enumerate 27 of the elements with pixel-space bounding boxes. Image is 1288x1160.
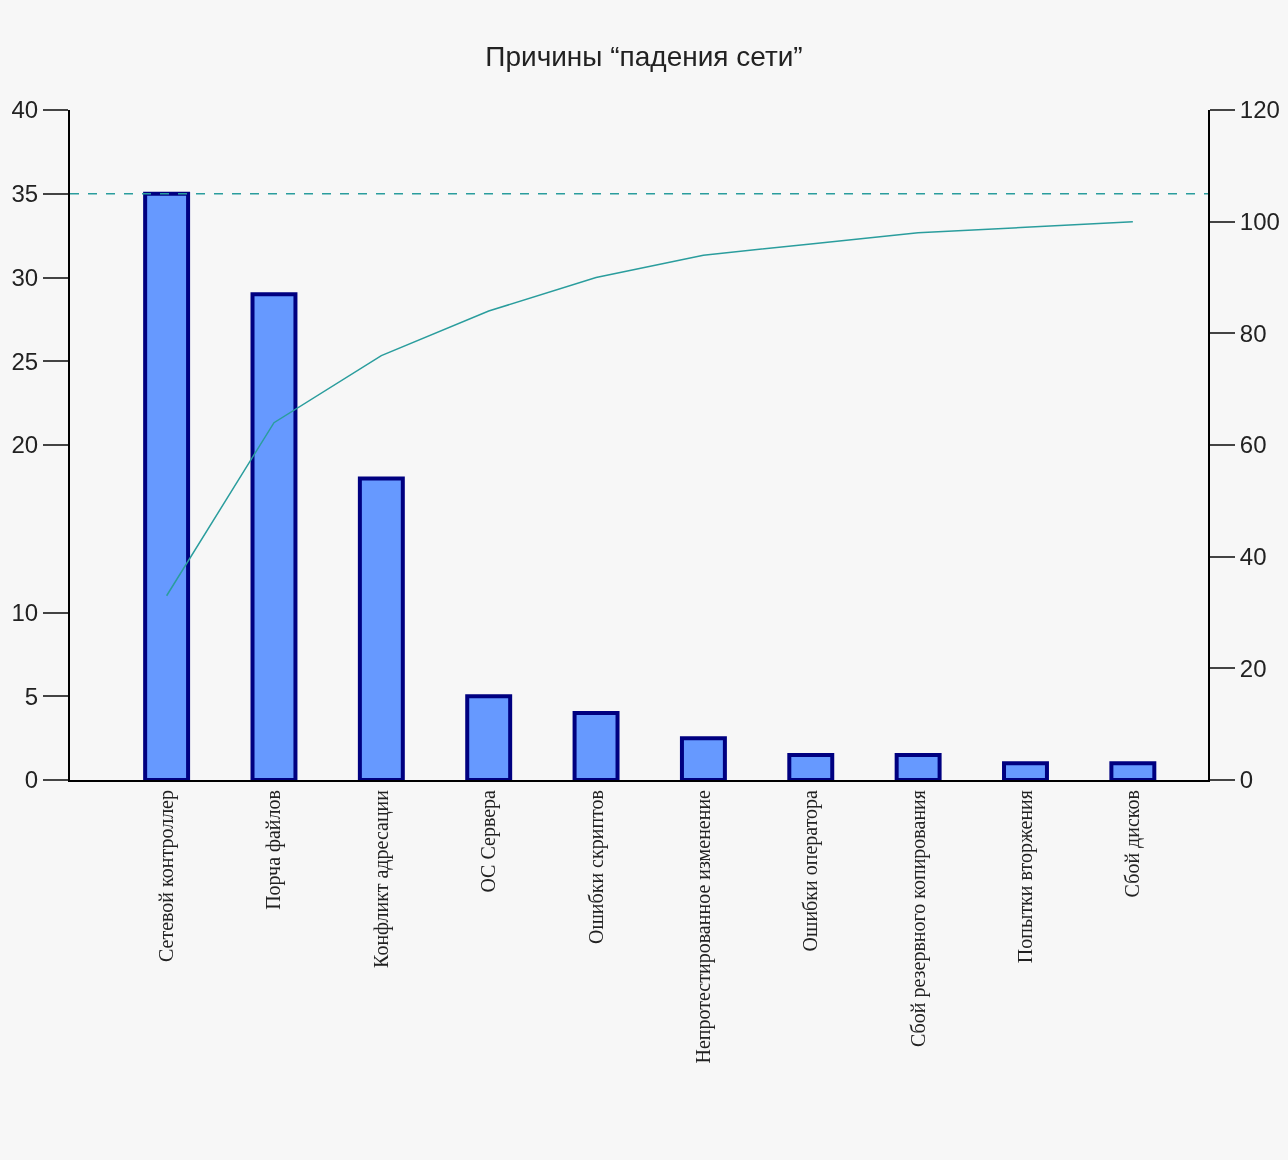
y2-tick-label: 20 (1239, 654, 1267, 682)
x-tick-label: Порча файлов (262, 790, 286, 910)
y-tick-label: 40 (11, 96, 39, 124)
x-tick-label: Конфликт адресации (369, 789, 393, 968)
y2-tick-label: 60 (1239, 431, 1267, 459)
y2-tick-label: 120 (1239, 96, 1280, 124)
line-series (165, 220, 1134, 597)
y2-tick-label: 40 (1239, 543, 1267, 571)
x-tick-label: ОС Сервера (477, 789, 501, 893)
x-tick-label: Непротестированное изменение (691, 789, 715, 1064)
x-tick-label: Попытки вторжения (1013, 790, 1037, 964)
y2-tick-label: 80 (1239, 319, 1267, 347)
y-tick-label: 25 (11, 347, 39, 375)
y-tick-label: 10 (11, 598, 39, 626)
y-tick-label: 0 (24, 766, 39, 794)
x-tick-label: Сетевой контроллер (155, 790, 179, 963)
x-tick-label: Ошибки скриптов (584, 790, 608, 945)
x-tick-label: Сбой дисков (1121, 790, 1145, 898)
x-tick-label: Ошибки оператора (799, 789, 823, 952)
y-tick-label: 5 (24, 682, 39, 710)
chart-title: Причины “падения сети” (485, 41, 803, 72)
y-tick-label: 20 (11, 431, 39, 459)
x-tick-label: Сбой резервного копирования (906, 790, 930, 1047)
y-tick-label: 35 (11, 180, 39, 208)
y-tick-label: 30 (11, 263, 39, 291)
y2-tick-label: 100 (1239, 208, 1280, 236)
y2-tick-label: 0 (1239, 766, 1254, 794)
